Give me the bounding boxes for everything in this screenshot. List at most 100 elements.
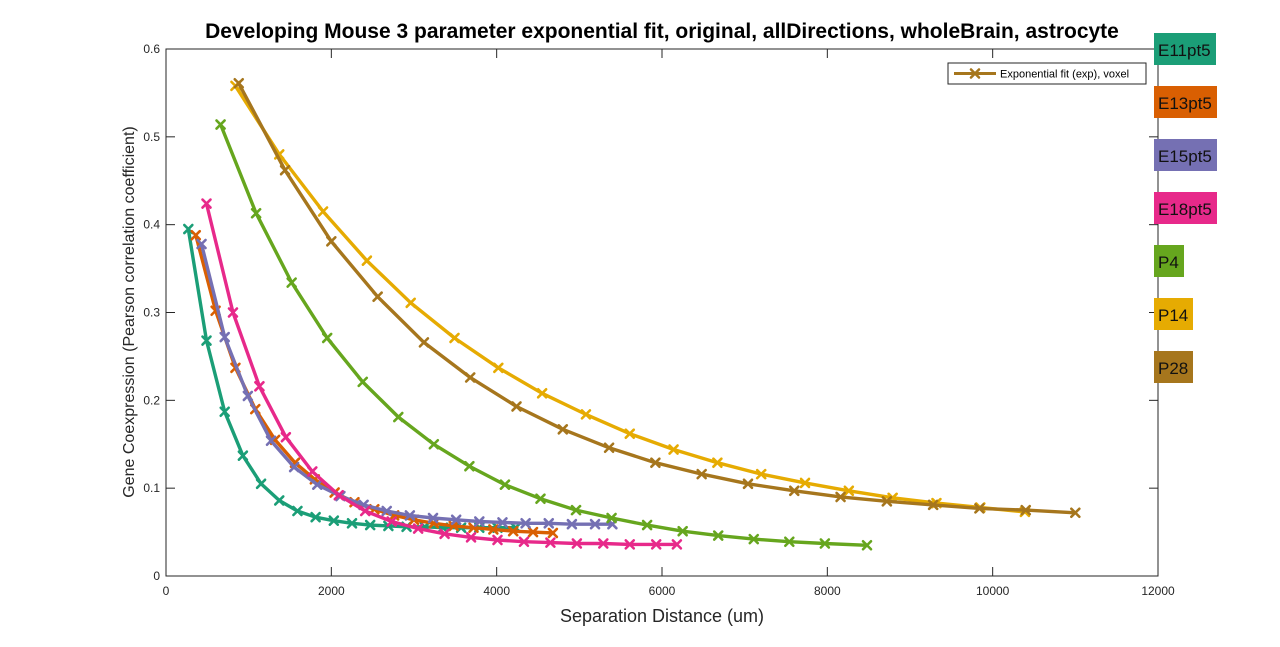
data-point [242,390,254,402]
data-point [465,532,477,543]
data-point [1020,504,1032,516]
data-point [439,528,450,540]
data-point [677,525,688,537]
data-point [861,539,873,551]
data-point [310,511,321,523]
data-point [333,489,345,501]
data-point [788,485,800,497]
data-point [364,519,376,531]
data-point [520,517,531,529]
data-point [381,505,393,517]
data-point [250,207,262,219]
data-point [843,485,855,497]
data-point [254,380,265,392]
data-point [255,478,267,490]
series-tags: E11pt5 E13pt5 E15pt5 E18pt5 P4 P14 P28 [1154,33,1217,383]
data-point [233,77,245,89]
data-point [819,538,831,549]
data-point [650,457,661,468]
data-point [307,466,318,477]
data-point [492,534,503,546]
series-tag: P4 [1154,245,1184,277]
data-point [292,505,303,517]
data-point [326,236,337,247]
data-point [288,461,300,473]
series-tag-label: E13pt5 [1158,94,1212,113]
y-tick-label: 0.2 [143,393,160,407]
data-point [279,164,291,176]
series-tag-box [1154,139,1217,171]
series-tag-box [1154,192,1217,224]
y-axis-label: Gene Coexpression (Pearson correlation c… [121,126,138,497]
x-tick-label: 10000 [976,584,1010,598]
legend-marker-x [969,68,981,79]
data-point [474,516,485,527]
series-tag-label: E11pt5 [1158,41,1211,60]
y-tick-label: 0.3 [143,306,160,320]
data-point [215,119,226,130]
data-point [799,477,811,489]
y-tick-label: 0.6 [143,42,160,56]
data-point [190,229,202,241]
data-point [497,517,508,528]
x-tick-label: 6000 [649,584,676,598]
data-point [405,297,416,309]
data-point [650,539,662,550]
data-point [547,527,559,539]
legend-entry: Exponential fit (exp), voxel [1000,69,1129,81]
series-P4 [215,119,873,551]
data-point [748,533,760,545]
data-point [392,411,404,423]
data-point [598,538,609,549]
data-point [328,515,340,526]
data-point [543,517,555,529]
data-point [273,495,285,506]
data-point [219,406,230,418]
data-point [428,438,440,450]
plot-area [166,49,1158,576]
legend-box [947,62,1147,85]
data-point [357,376,369,388]
y-tick-label: 0.1 [143,481,160,495]
data-point [668,444,679,455]
data-point [671,539,683,550]
series-tag: E11pt5 [1154,33,1216,65]
data-point [418,337,430,348]
data-point [227,307,239,318]
data-point [237,450,249,461]
series-tag-box [1154,298,1193,330]
data-point [1070,507,1081,519]
series-layer [183,77,1081,551]
data-point [511,401,522,412]
data-point [286,277,297,288]
x-tick-label: 4000 [483,584,510,598]
series-tag: P14 [1154,298,1193,330]
y-tick-label: 0.5 [143,130,160,144]
data-point [571,538,583,549]
data-point [196,238,207,250]
data-point [412,523,424,534]
data-point [755,468,767,480]
data-point [427,512,439,524]
x-tick-label: 12000 [1141,584,1175,598]
data-point [346,517,358,529]
series-tag: P28 [1154,351,1193,383]
legend: Exponential fit (exp), voxel [947,62,1147,85]
data-point [464,372,476,383]
data-point [545,537,556,548]
data-point [535,493,546,505]
data-point [624,428,636,440]
data-point [464,460,475,472]
series-tag-label: E15pt5 [1158,147,1212,166]
data-point [580,409,592,420]
data-point [201,335,212,346]
data-point [449,332,460,344]
data-point [518,536,530,548]
x-axis-label: Separation Distance (um) [560,606,764,626]
series-tag-label: P14 [1158,306,1188,325]
series-tag: E18pt5 [1154,192,1217,224]
data-point [589,518,601,530]
data-point [784,536,795,548]
data-point [742,478,754,490]
series-tag-box [1154,86,1217,118]
